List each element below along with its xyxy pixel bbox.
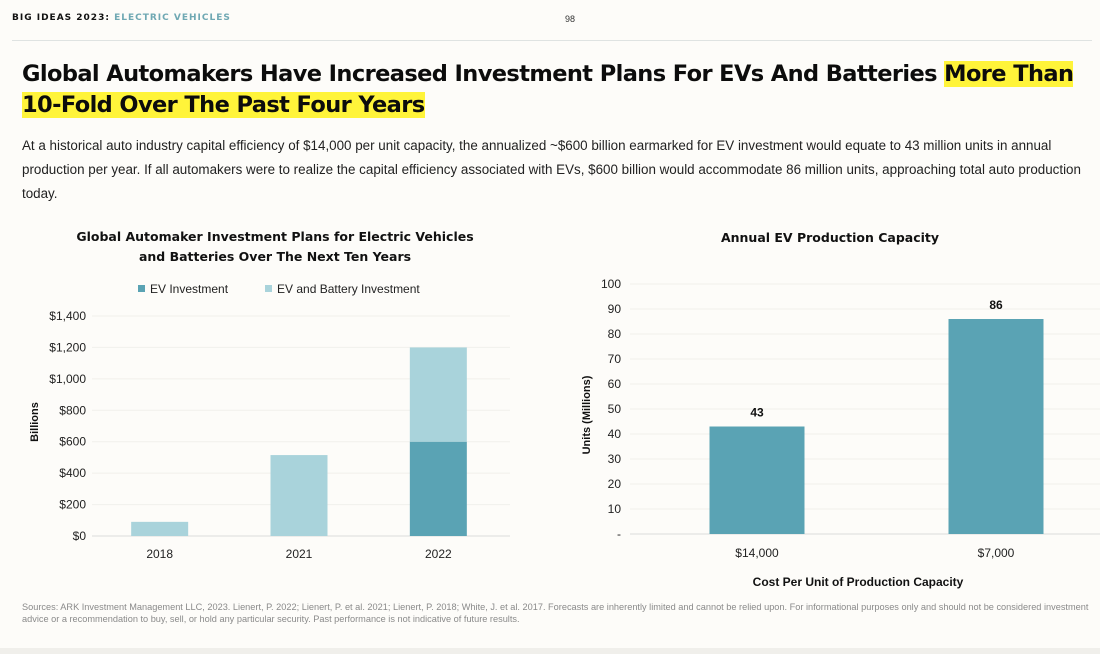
bar-7000 — [948, 319, 1044, 534]
legend-label: EV Investment — [150, 282, 229, 296]
x-tick-label: 2021 — [286, 547, 313, 561]
y-tick-label: 10 — [608, 502, 622, 516]
deck-brand: BIG IDEAS 2023 — [12, 13, 106, 23]
page-number: 98 — [565, 14, 576, 24]
investment-chart-title: Global Automaker Investment Plans for El… — [40, 227, 510, 267]
capacity-chart-bars: 43 86 — [709, 298, 1044, 534]
x-tick-label: $7,000 — [978, 546, 1015, 560]
bar-2018-ev-battery-investment — [131, 521, 189, 536]
y-tick-label: $1,200 — [49, 340, 86, 354]
y-tick-label: $400 — [59, 466, 86, 480]
bar-2022-ev-investment — [409, 441, 467, 536]
investment-chart-bars — [131, 347, 467, 536]
legend-swatch-ev-battery-investment — [265, 285, 272, 292]
y-tick-label: 30 — [608, 452, 622, 466]
bottom-band — [0, 648, 1100, 654]
header-separator: : — [105, 13, 110, 23]
investment-chart-y-label: Billions — [29, 402, 41, 442]
bar-2022-ev-battery-investment — [409, 347, 467, 442]
y-tick-label: $0 — [73, 529, 87, 543]
y-tick-label: $200 — [59, 498, 86, 512]
capacity-chart: - 10 20 30 40 50 60 70 80 90 100 43 86 $14,000 $7,00… — [581, 277, 1100, 589]
capacity-chart-x-label: Cost Per Unit of Production Capacity — [753, 575, 964, 589]
y-tick-label: $600 — [59, 435, 86, 449]
title-text: Global Automakers Have Increased Investm… — [22, 61, 945, 87]
y-tick-label: 70 — [608, 352, 622, 366]
y-tick-label: 60 — [608, 377, 622, 391]
x-tick-label: 2018 — [146, 547, 173, 561]
y-tick-label: - — [617, 527, 621, 541]
deck-header: BIG IDEAS 2023: ELECTRIC VEHICLES — [12, 13, 231, 23]
investment-chart-legend: EV Investment EV and Battery Investment — [138, 282, 420, 296]
data-label: 43 — [750, 406, 764, 420]
data-label: 86 — [989, 298, 1003, 312]
header-divider — [12, 40, 1092, 41]
x-tick-label: $14,000 — [735, 546, 779, 560]
intro-paragraph: At a historical auto industry capital ef… — [22, 138, 1081, 201]
y-tick-label: 50 — [608, 402, 622, 416]
investment-chart-x-ticks: 2018 2021 2022 — [146, 547, 452, 561]
y-tick-label: 20 — [608, 477, 622, 491]
page-title: Global Automakers Have Increased Investm… — [22, 59, 1082, 121]
investment-chart: EV Investment EV and Battery Investment $… — [29, 282, 510, 561]
y-tick-label: $1,000 — [49, 372, 86, 386]
investment-chart-y-ticks: $0 $200 $400 $600 $800 $1,000 $1,200 $1,400 — [49, 309, 86, 543]
capacity-chart-y-label: Units (Millions) — [581, 375, 593, 454]
capacity-chart-title: Annual EV Production Capacity — [720, 230, 940, 245]
y-tick-label: $1,400 — [49, 309, 86, 323]
y-tick-label: 90 — [608, 302, 622, 316]
section-name: ELECTRIC VEHICLES — [114, 13, 231, 23]
legend-swatch-ev-investment — [138, 285, 145, 292]
bar-14000 — [709, 426, 805, 534]
y-tick-label: 40 — [608, 427, 622, 441]
investment-chart-title-line2: and Batteries Over The Next Ten Years — [138, 249, 412, 264]
legend-label: EV and Battery Investment — [277, 282, 420, 296]
y-tick-label: 80 — [608, 327, 622, 341]
capacity-chart-y-ticks: - 10 20 30 40 50 60 70 80 90 100 — [601, 277, 621, 541]
x-tick-label: 2022 — [425, 547, 452, 561]
sources-disclaimer: Sources: ARK Investment Management LLC, … — [22, 602, 1089, 624]
investment-chart-title-line1: Global Automaker Investment Plans for El… — [76, 229, 474, 244]
y-tick-label: $800 — [59, 403, 86, 417]
capacity-chart-x-ticks: $14,000 $7,000 — [735, 546, 1014, 560]
y-tick-label: 100 — [601, 277, 621, 291]
bar-2021-ev-battery-investment — [270, 455, 328, 536]
